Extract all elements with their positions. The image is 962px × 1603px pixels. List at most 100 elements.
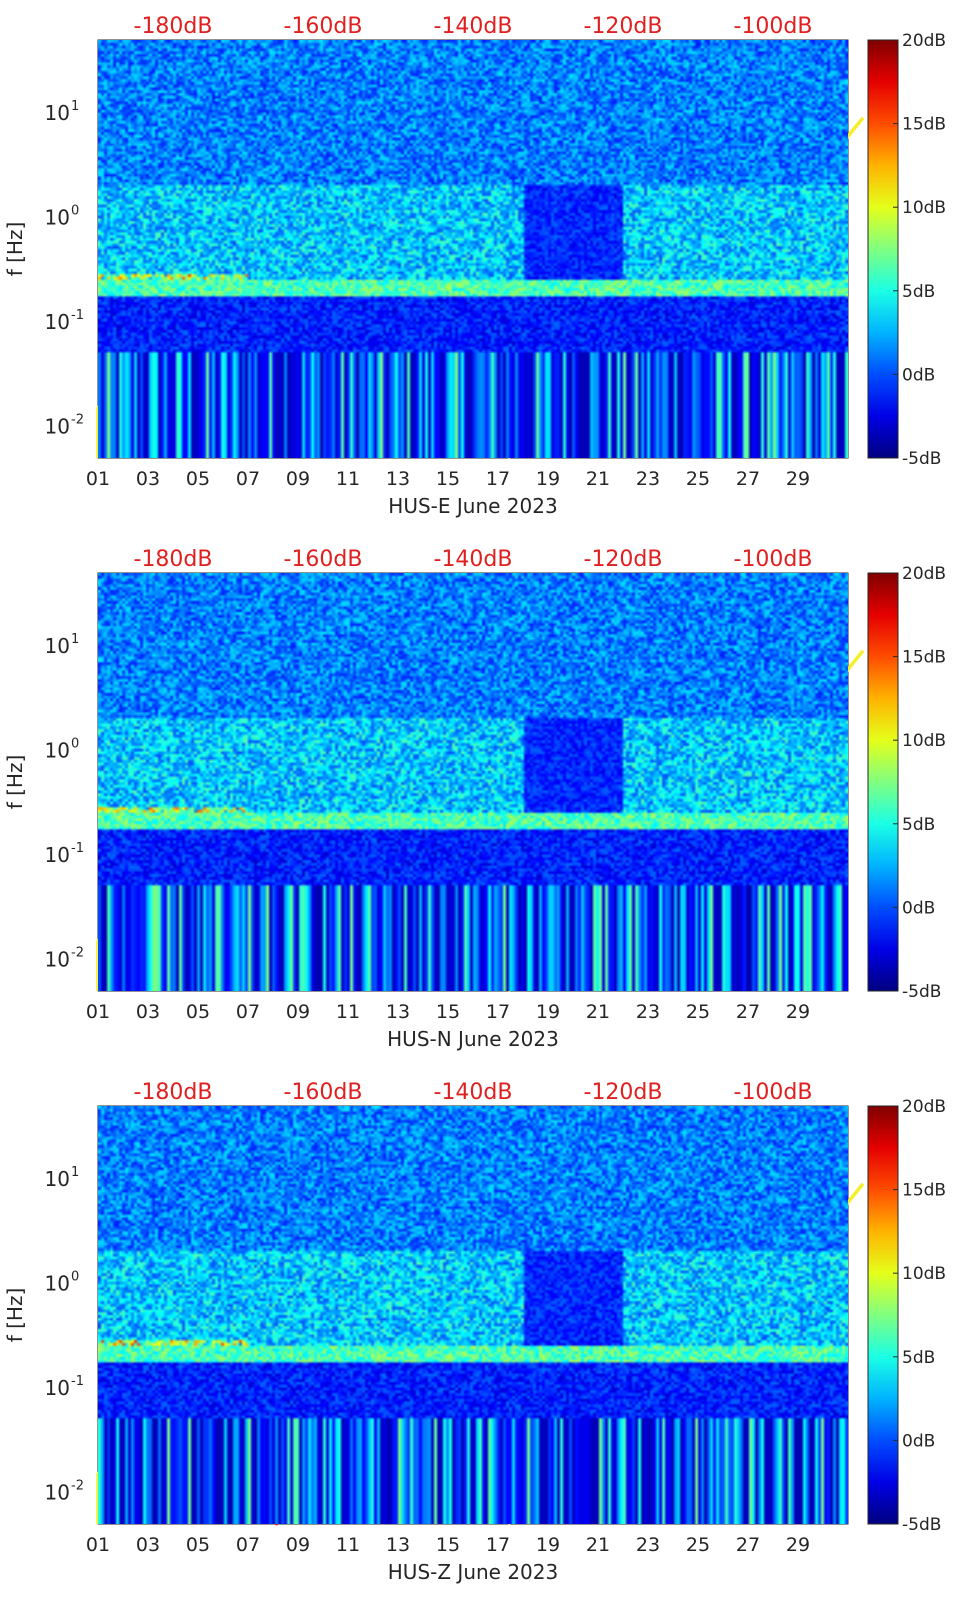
x-tick-label: 17 <box>486 468 510 490</box>
colorbar-tick-label: -5dB <box>902 449 941 469</box>
x-tick-label: 21 <box>586 1534 610 1556</box>
x-tick-label: 11 <box>336 1534 360 1556</box>
x-tick-label: 01 <box>86 1001 110 1023</box>
top-axis-label: -160dB <box>284 1080 363 1105</box>
x-tick-label: 07 <box>236 1001 260 1023</box>
x-tick-label: 07 <box>236 468 260 490</box>
x-tick-label: 07 <box>236 1534 260 1556</box>
x-tick-label: 11 <box>336 1001 360 1023</box>
y-axis-label: f [Hz] <box>3 1288 27 1343</box>
x-tick-label: 19 <box>536 468 560 490</box>
y-tick-exponent: 0 <box>71 737 79 752</box>
y-tick-label: 10 <box>45 206 70 230</box>
y-tick-label: 10 <box>45 415 70 439</box>
x-tick-label: 29 <box>786 1534 810 1556</box>
x-tick-label: 19 <box>536 1001 560 1023</box>
x-tick-label: 15 <box>436 468 460 490</box>
y-tick-label: 10 <box>45 310 70 334</box>
x-tick-label: 13 <box>386 1534 410 1556</box>
y-tick-label: 10 <box>45 634 70 658</box>
spectrogram-image <box>98 40 848 458</box>
y-tick-exponent: 0 <box>71 204 79 219</box>
y-tick-exponent: -2 <box>71 1479 84 1494</box>
x-tick-label: 01 <box>86 1534 110 1556</box>
x-tick-label: 13 <box>386 1001 410 1023</box>
top-axis-label: -140dB <box>434 547 513 572</box>
colorbar-tick-label: 15dB <box>902 1181 946 1201</box>
x-tick-label: 03 <box>136 468 160 490</box>
top-axis-label: -160dB <box>284 547 363 572</box>
y-tick-label: 10 <box>45 101 70 125</box>
colorbar-tick-label: 0dB <box>902 898 935 918</box>
colorbar-tick-label: 15dB <box>902 648 946 668</box>
x-tick-label: 03 <box>136 1001 160 1023</box>
top-axis-label: -180dB <box>134 14 213 39</box>
y-tick-exponent: -1 <box>71 1374 84 1389</box>
y-tick-exponent: -1 <box>71 841 84 856</box>
x-tick-label: 25 <box>686 1534 710 1556</box>
colorbar-tick-label: 5dB <box>902 815 935 835</box>
top-axis-label: -120dB <box>584 1080 663 1105</box>
x-axis-label: HUS-E June 2023 <box>388 494 557 518</box>
x-tick-label: 09 <box>286 1001 310 1023</box>
top-axis-label: -140dB <box>434 14 513 39</box>
x-tick-label: 05 <box>186 1534 210 1556</box>
colorbar <box>867 572 899 992</box>
x-tick-label: 03 <box>136 1534 160 1556</box>
y-tick-exponent: 0 <box>71 1270 79 1285</box>
x-axis-label: HUS-Z June 2023 <box>388 1560 558 1584</box>
x-tick-label: 13 <box>386 468 410 490</box>
colorbar-tick-label: -5dB <box>902 982 941 1002</box>
y-tick-exponent: 1 <box>71 632 79 647</box>
y-tick-exponent: 1 <box>71 1165 79 1180</box>
top-axis-label: -160dB <box>284 14 363 39</box>
top-axis-label: -180dB <box>134 1080 213 1105</box>
top-axis-label: -100dB <box>734 14 813 39</box>
colorbar-tick-label: 0dB <box>902 1431 935 1451</box>
x-tick-label: 23 <box>636 1001 660 1023</box>
y-axis-label: f [Hz] <box>3 755 27 810</box>
x-tick-label: 05 <box>186 468 210 490</box>
colorbar-tick-label: 10dB <box>902 1264 946 1284</box>
top-axis-label: -100dB <box>734 1080 813 1105</box>
top-axis-label: -120dB <box>584 547 663 572</box>
colorbar-tick-label: 0dB <box>902 365 935 385</box>
colorbar <box>867 1105 899 1525</box>
y-tick-label: 10 <box>45 1376 70 1400</box>
x-tick-label: 29 <box>786 1001 810 1023</box>
colorbar-tick-label: 20dB <box>902 31 946 51</box>
colorbar-tick-label: 10dB <box>902 731 946 751</box>
colorbar-tick-label: 20dB <box>902 1097 946 1117</box>
x-tick-label: 27 <box>736 1534 760 1556</box>
y-tick-exponent: -2 <box>71 413 84 428</box>
x-tick-label: 17 <box>486 1001 510 1023</box>
x-tick-label: 21 <box>586 1001 610 1023</box>
x-tick-label: 15 <box>436 1001 460 1023</box>
x-axis-label: HUS-N June 2023 <box>387 1027 559 1051</box>
y-tick-label: 10 <box>45 1481 70 1505</box>
x-tick-label: 25 <box>686 1001 710 1023</box>
x-tick-label: 19 <box>536 1534 560 1556</box>
colorbar-tick-label: 15dB <box>902 115 946 135</box>
colorbar <box>867 39 899 459</box>
top-axis-label: -120dB <box>584 14 663 39</box>
x-tick-label: 05 <box>186 1001 210 1023</box>
x-tick-label: 15 <box>436 1534 460 1556</box>
colorbar-tick-label: 10dB <box>902 198 946 218</box>
spectrogram-image <box>98 573 848 991</box>
y-tick-label: 10 <box>45 739 70 763</box>
y-axis-label: f [Hz] <box>3 222 27 277</box>
x-tick-label: 09 <box>286 468 310 490</box>
top-axis-label: -180dB <box>134 547 213 572</box>
x-tick-label: 09 <box>286 1534 310 1556</box>
y-tick-exponent: -2 <box>71 946 84 961</box>
x-tick-label: 17 <box>486 1534 510 1556</box>
x-tick-label: 27 <box>736 468 760 490</box>
spectrogram-image <box>98 1106 848 1524</box>
top-axis-label: -140dB <box>434 1080 513 1105</box>
x-tick-label: 27 <box>736 1001 760 1023</box>
x-tick-label: 23 <box>636 1534 660 1556</box>
y-tick-label: 10 <box>45 1167 70 1191</box>
